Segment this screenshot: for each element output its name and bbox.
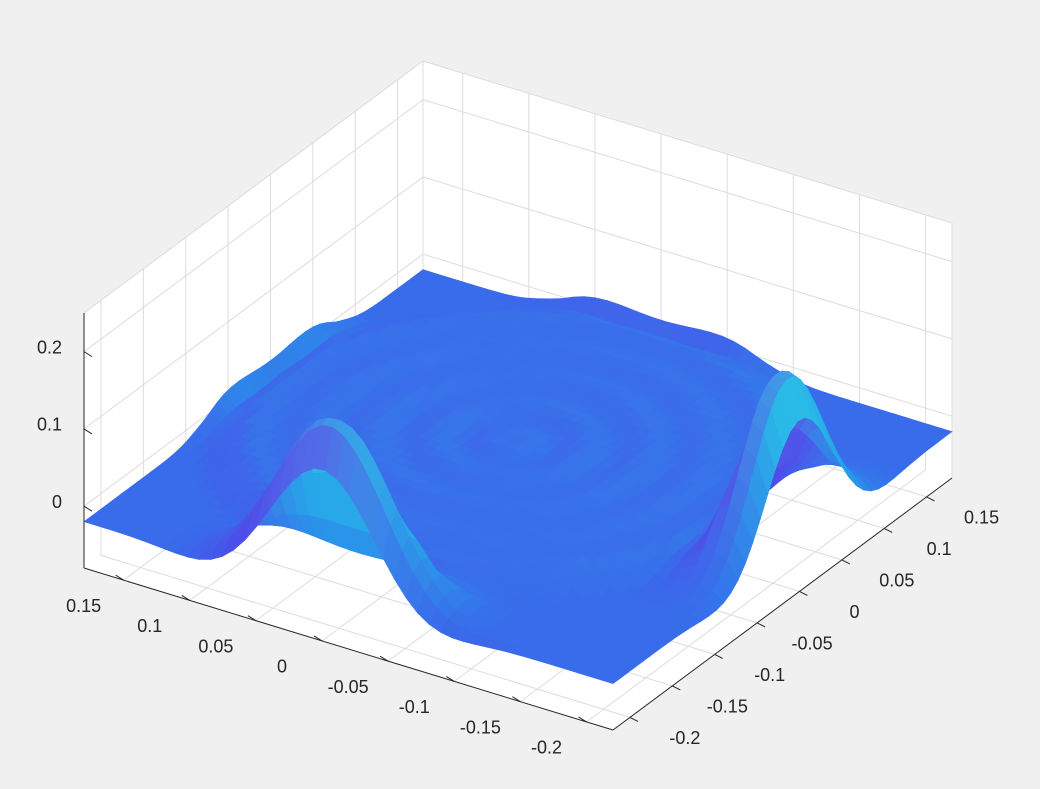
z-tick bbox=[83, 505, 93, 512]
x-tick-label: 0.15 bbox=[66, 596, 101, 616]
x-tick-label: -0.15 bbox=[460, 717, 501, 737]
z-tick-label: 0.1 bbox=[37, 415, 62, 435]
tick-labels: 0.150.10.050-0.05-0.1-0.15-0.2 -0.2-0.15-… bbox=[37, 337, 999, 757]
y-tick-label: -0.1 bbox=[754, 665, 785, 685]
x-tick bbox=[181, 594, 191, 601]
x-tick bbox=[313, 635, 323, 642]
surface-mesh bbox=[83, 269, 953, 684]
y-tick-label: 0.1 bbox=[927, 539, 952, 559]
x-tick-label: 0 bbox=[277, 657, 287, 677]
surface-patch bbox=[600, 674, 622, 684]
y-tick-label: 0.05 bbox=[879, 571, 914, 591]
x-tick bbox=[247, 615, 257, 622]
x-tick bbox=[578, 716, 587, 723]
y-tick bbox=[926, 496, 935, 502]
x-tick bbox=[379, 655, 389, 662]
y-tick bbox=[672, 685, 681, 691]
box-edge bbox=[83, 60, 424, 314]
y-axis-line bbox=[612, 477, 953, 731]
z-tick bbox=[83, 351, 93, 358]
x-tick-label: -0.1 bbox=[399, 697, 430, 717]
y-tick-label: 0.15 bbox=[964, 508, 999, 528]
x-tick-label: -0.05 bbox=[328, 677, 369, 697]
y-tick bbox=[756, 622, 766, 628]
y-tick bbox=[799, 590, 808, 596]
grid-line-y bbox=[100, 300, 631, 718]
back-left-wall bbox=[84, 61, 423, 568]
grid-line-x bbox=[586, 214, 927, 723]
x-tick-label: 0.1 bbox=[137, 616, 162, 636]
axis-lines bbox=[83, 313, 953, 731]
back-right-wall bbox=[423, 61, 952, 478]
z-tick bbox=[83, 428, 93, 435]
box-edge bbox=[422, 60, 953, 224]
y-tick-label: -0.15 bbox=[707, 697, 748, 717]
x-tick bbox=[512, 696, 521, 703]
y-tick-label: -0.2 bbox=[669, 728, 700, 748]
y-tick bbox=[629, 716, 639, 722]
y-tick-label: 0 bbox=[849, 602, 859, 622]
x-tick-label: 0.05 bbox=[198, 636, 233, 656]
y-tick bbox=[714, 653, 723, 659]
x-tick bbox=[115, 574, 124, 581]
x-axis-line bbox=[83, 567, 614, 731]
tick-marks bbox=[83, 351, 935, 723]
x-tick bbox=[446, 675, 455, 682]
y-tick-label: -0.05 bbox=[792, 634, 833, 654]
z-tick-label: 0 bbox=[52, 492, 62, 512]
y-tick bbox=[841, 559, 851, 565]
x-tick-label: -0.2 bbox=[531, 738, 562, 758]
y-tick bbox=[883, 527, 893, 533]
z-tick-label: 0.2 bbox=[37, 337, 62, 357]
